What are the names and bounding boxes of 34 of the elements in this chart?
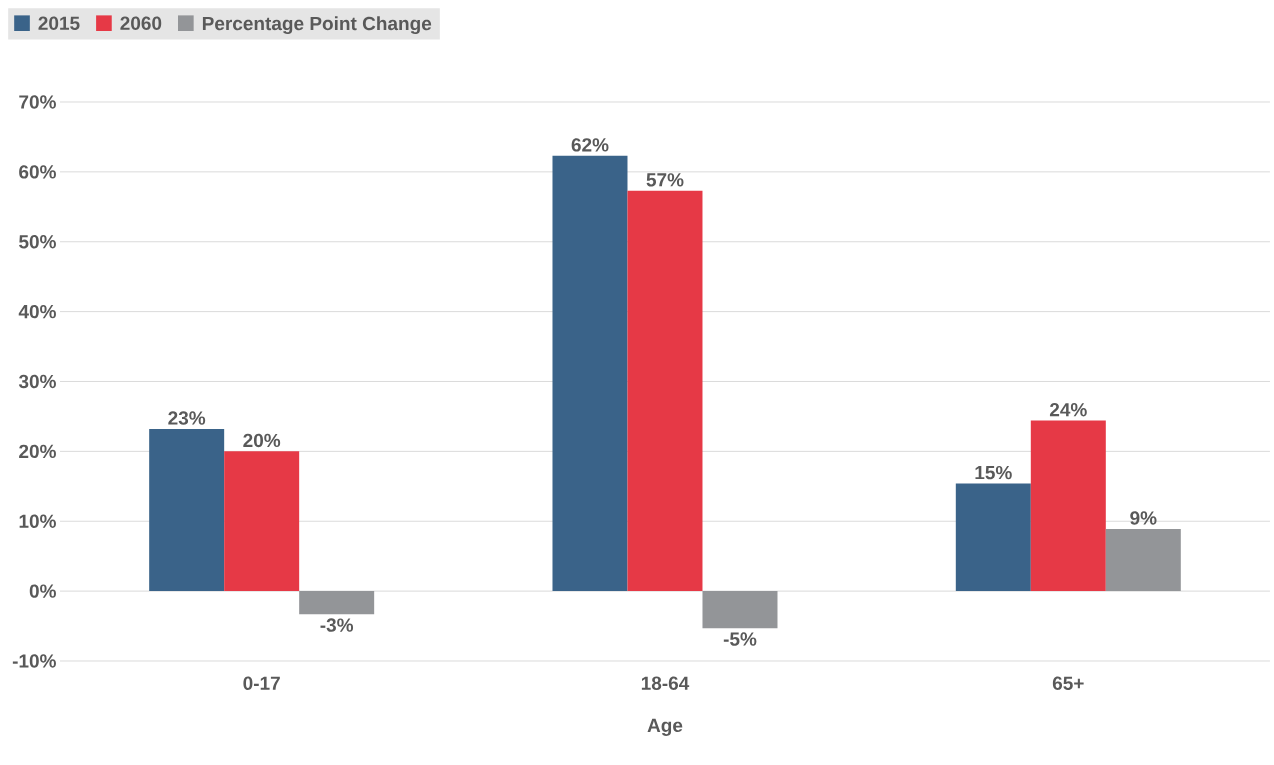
y-tick-label: 0%: [29, 584, 56, 598]
x-tick-label: 0-17: [243, 676, 280, 690]
y-tick-label: 50%: [19, 235, 56, 249]
y-tick-label: -10%: [12, 654, 56, 668]
data-label: 20%: [243, 433, 281, 448]
bar: [955, 483, 1031, 592]
bar: [627, 190, 703, 592]
y-tick-label: 40%: [18, 304, 56, 319]
data-label: -5%: [723, 632, 757, 646]
bar: [299, 591, 375, 615]
x-tick-label: 65+: [1052, 676, 1084, 690]
bar: [1105, 528, 1181, 592]
legend-label: Percentage Point Change: [202, 16, 432, 35]
data-label: 9%: [1130, 511, 1157, 525]
legend-label: 2060: [120, 16, 162, 30]
data-label: 62%: [571, 138, 609, 152]
y-tick-label: 70%: [19, 95, 56, 109]
y-tick-label: 60%: [19, 165, 56, 179]
x-tick-label: 18-64: [641, 676, 690, 690]
x-axis-title: Age: [647, 718, 683, 736]
data-label: -3%: [320, 618, 354, 632]
data-label: 23%: [168, 411, 206, 425]
y-tick-label: 20%: [19, 444, 56, 459]
data-label: 57%: [646, 173, 684, 187]
bar: [552, 155, 628, 592]
bar: [224, 451, 300, 592]
legend-label: 2015: [38, 16, 80, 30]
y-tick-label: 30%: [18, 374, 56, 389]
bar: [1030, 420, 1106, 592]
data-label: 24%: [1049, 403, 1087, 417]
data-label: 15%: [975, 465, 1012, 480]
bar: [149, 429, 225, 592]
bar: [702, 591, 778, 629]
y-tick-label: 10%: [19, 514, 56, 528]
